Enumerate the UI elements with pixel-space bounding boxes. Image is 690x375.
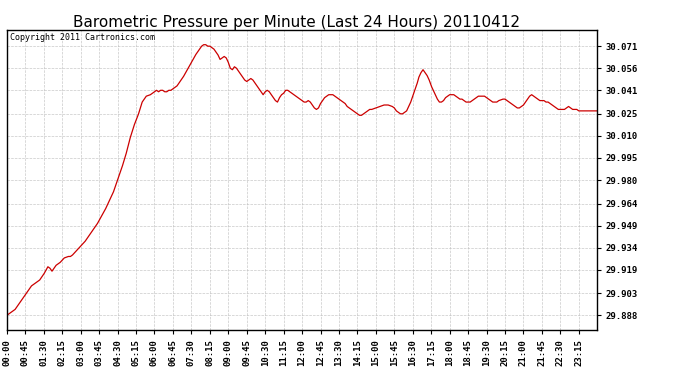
- Text: Copyright 2011 Cartronics.com: Copyright 2011 Cartronics.com: [10, 33, 155, 42]
- Text: Barometric Pressure per Minute (Last 24 Hours) 20110412: Barometric Pressure per Minute (Last 24 …: [73, 15, 520, 30]
